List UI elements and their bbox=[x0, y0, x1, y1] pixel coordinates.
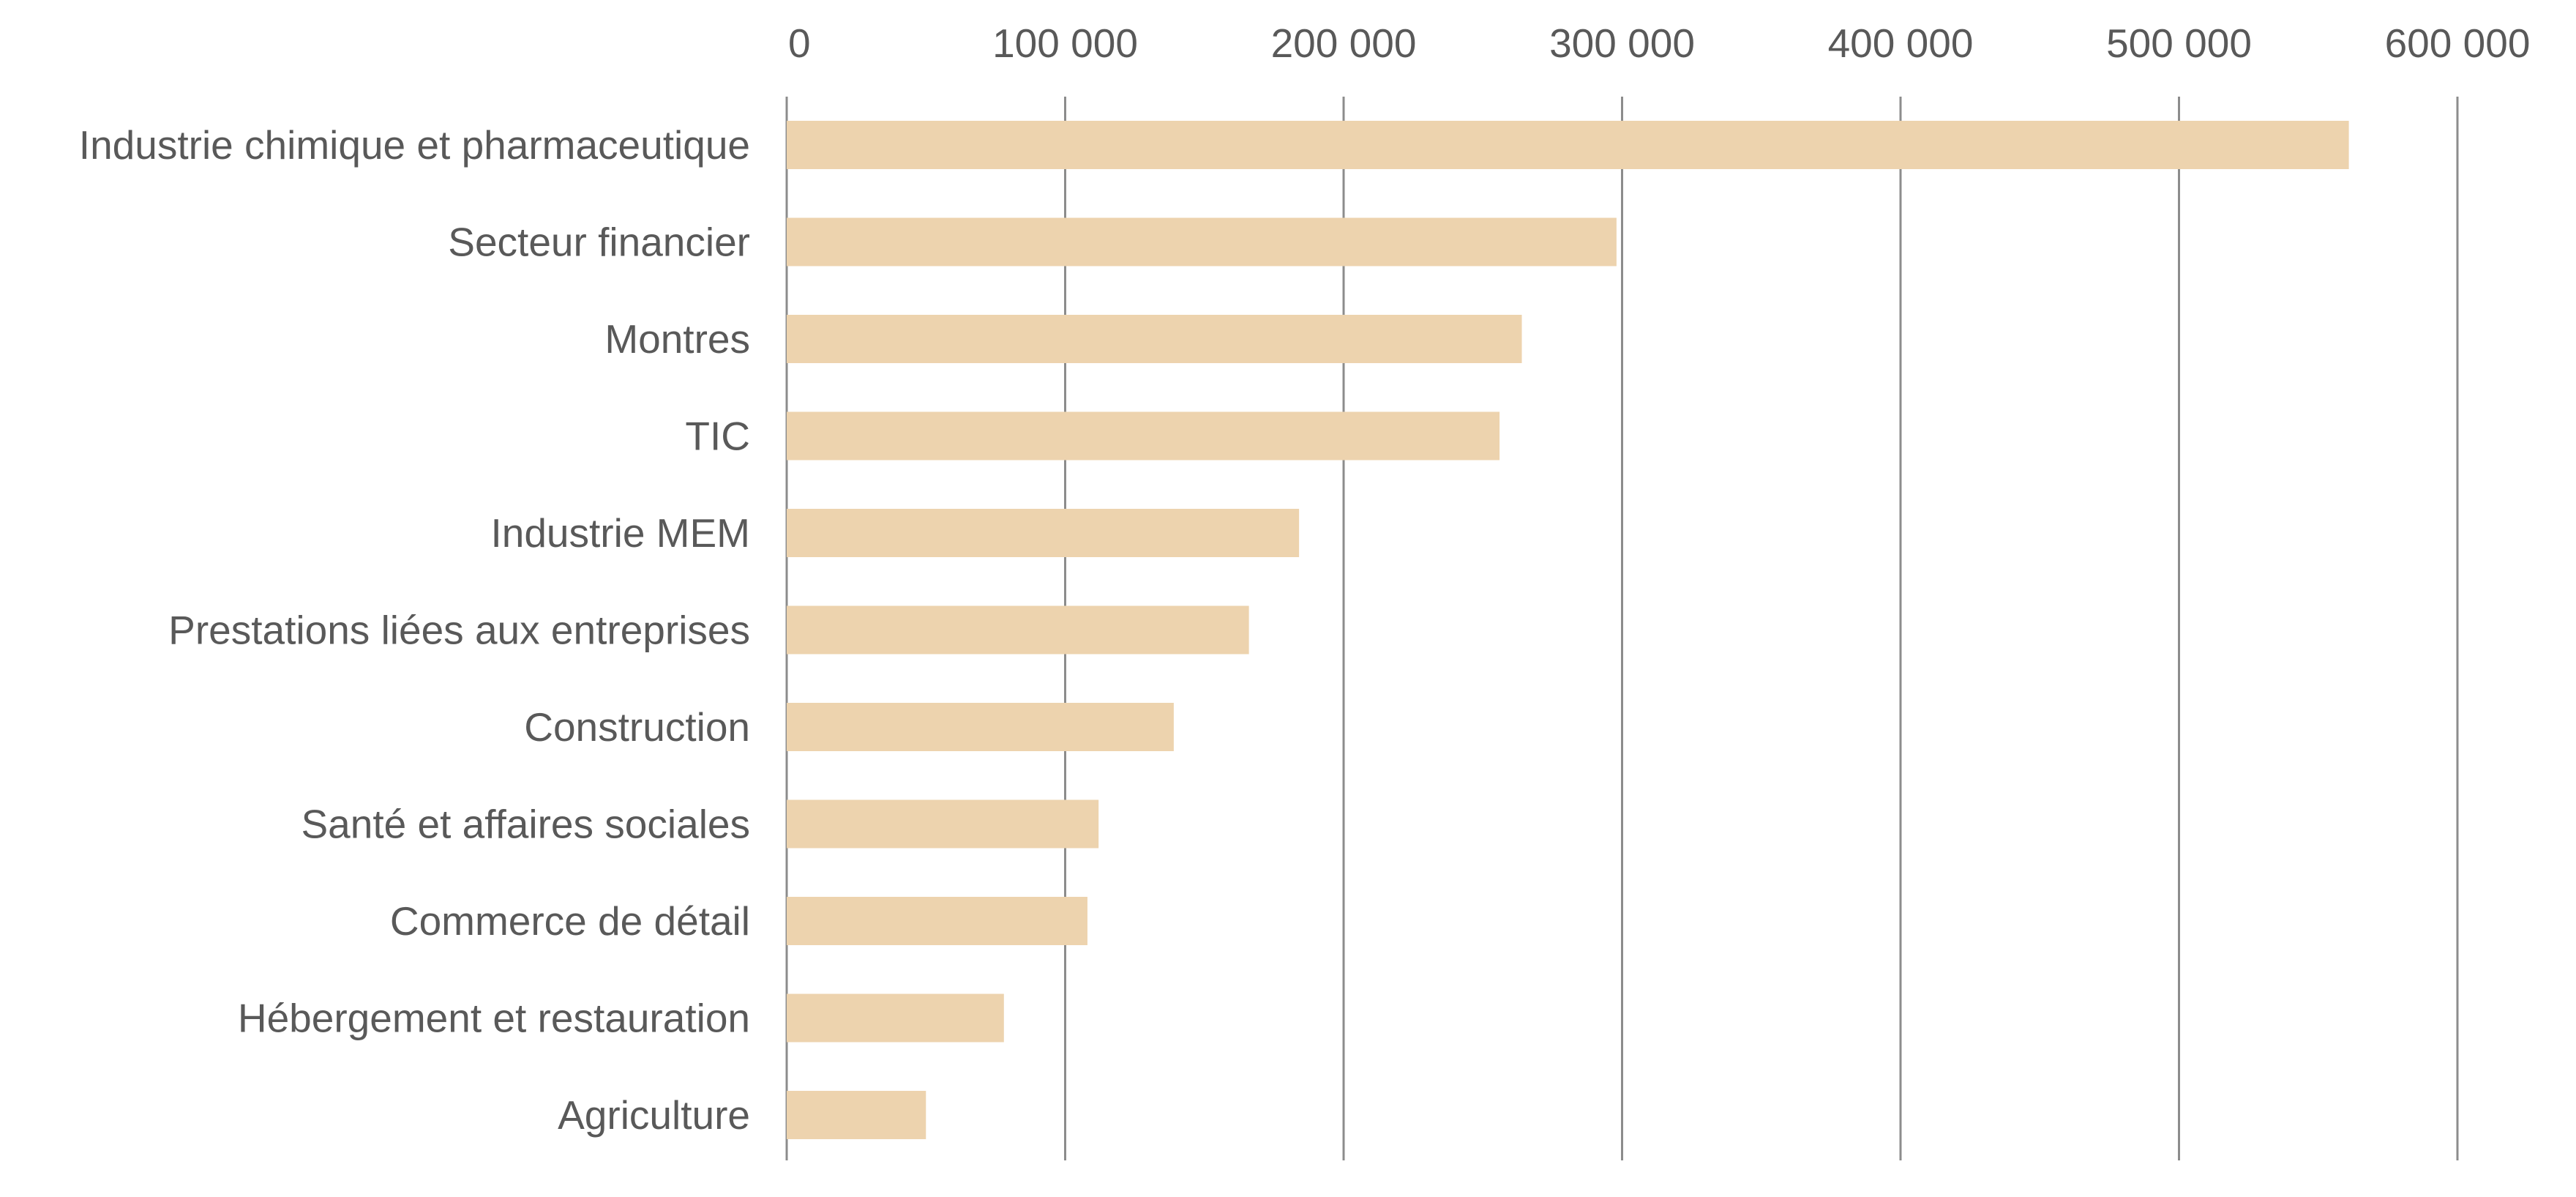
x-tick-label: 0 bbox=[788, 20, 811, 66]
bar bbox=[787, 509, 1300, 557]
bar bbox=[787, 121, 2349, 169]
category-label: Industrie MEM bbox=[490, 510, 750, 556]
x-tick-label: 400 000 bbox=[1828, 20, 1974, 66]
category-label: Montres bbox=[604, 316, 750, 362]
category-label: TIC bbox=[685, 414, 750, 459]
x-tick-label: 300 000 bbox=[1549, 20, 1695, 66]
gridlines bbox=[785, 97, 2459, 1160]
x-tick-label: 600 000 bbox=[2385, 20, 2531, 66]
bar bbox=[787, 897, 1087, 945]
bar bbox=[787, 799, 1099, 849]
bar bbox=[787, 993, 1004, 1043]
bar bbox=[787, 315, 1522, 363]
x-axis-tick-labels: 0 100 000 200 000 300 000 400 000 500 000 600 … bbox=[788, 20, 2530, 66]
x-tick-label: 200 000 bbox=[1271, 20, 1417, 66]
category-label: Construction bbox=[524, 704, 750, 750]
x-tick-label: 100 000 bbox=[992, 20, 1138, 66]
bars bbox=[787, 121, 2349, 1139]
category-label: Secteur financier bbox=[448, 220, 750, 265]
category-label: Santé et affaires sociales bbox=[301, 802, 750, 847]
category-label: Industrie chimique et pharmaceutique bbox=[79, 122, 750, 168]
category-label: Commerce de détail bbox=[390, 898, 750, 944]
bar bbox=[787, 217, 1617, 266]
category-labels: Industrie chimique et pharmaceutique Sect… bbox=[79, 122, 750, 1138]
bar bbox=[787, 703, 1174, 751]
bar bbox=[787, 411, 1500, 460]
x-tick-label: 500 000 bbox=[2106, 20, 2252, 66]
bar bbox=[787, 605, 1249, 655]
category-label: Prestations liées aux entreprises bbox=[168, 608, 750, 653]
bar bbox=[787, 1091, 926, 1139]
category-label: Agriculture bbox=[558, 1092, 750, 1138]
category-label: Hébergement et restauration bbox=[238, 996, 750, 1041]
